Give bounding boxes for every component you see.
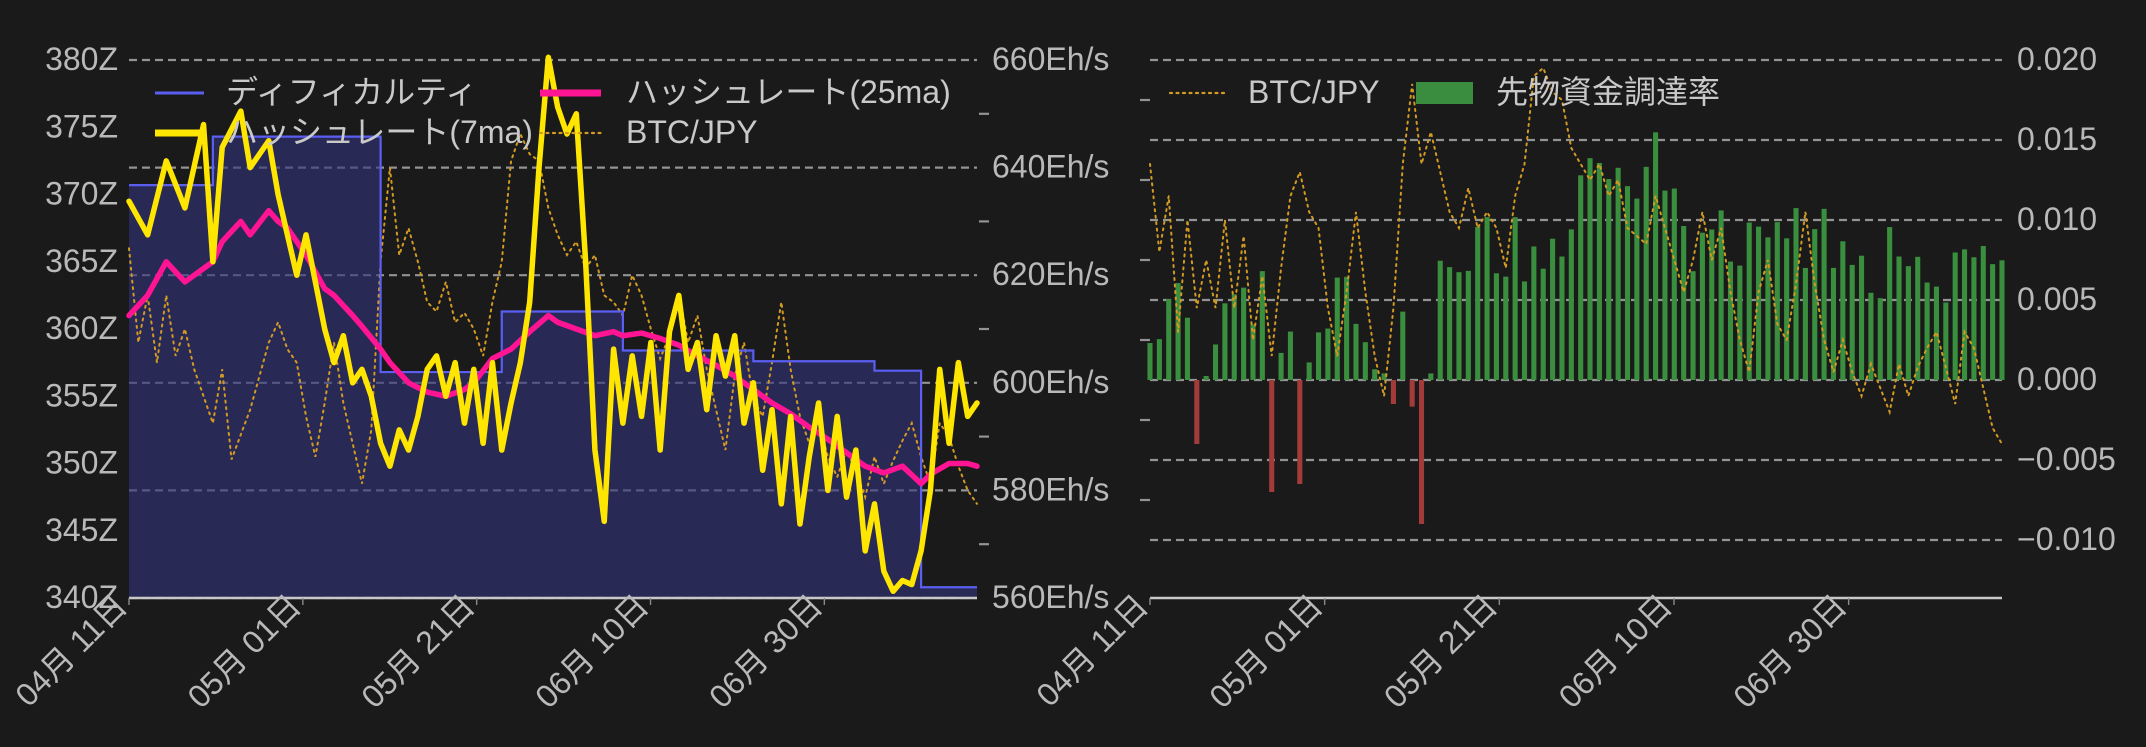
svg-text:BTC/JPY: BTC/JPY [1248,74,1380,110]
svg-text:620Eh/s: 620Eh/s [992,256,1109,292]
svg-text:0.000: 0.000 [2017,361,2097,397]
svg-text:375Z: 375Z [45,108,118,144]
svg-text:355Z: 355Z [45,377,118,413]
svg-text:660Eh/s: 660Eh/s [992,41,1109,77]
svg-text:360Z: 360Z [45,310,118,346]
svg-text:−0.005: −0.005 [2017,441,2116,477]
svg-text:ハッシュレート(7ma): ハッシュレート(7ma) [226,114,533,150]
svg-text:0.005: 0.005 [2017,281,2097,317]
svg-text:0.020: 0.020 [2017,41,2097,77]
svg-text:380Z: 380Z [45,41,118,77]
svg-text:640Eh/s: 640Eh/s [992,149,1109,185]
svg-text:−0.010: −0.010 [2017,521,2116,557]
svg-text:365Z: 365Z [45,243,118,279]
svg-text:ハッシュレート(25ma): ハッシュレート(25ma) [626,74,951,110]
svg-text:先物資金調達率: 先物資金調達率 [1496,74,1720,110]
svg-text:560Eh/s: 560Eh/s [992,579,1109,615]
svg-text:600Eh/s: 600Eh/s [992,364,1109,400]
svg-text:345Z: 345Z [45,512,118,548]
svg-text:350Z: 350Z [45,445,118,481]
svg-text:ディフィカルティ: ディフィカルティ [226,74,477,110]
svg-text:580Eh/s: 580Eh/s [992,471,1109,507]
svg-text:0.015: 0.015 [2017,121,2097,157]
svg-text:BTC/JPY: BTC/JPY [626,114,758,150]
svg-text:0.010: 0.010 [2017,201,2097,237]
svg-text:370Z: 370Z [45,176,118,212]
